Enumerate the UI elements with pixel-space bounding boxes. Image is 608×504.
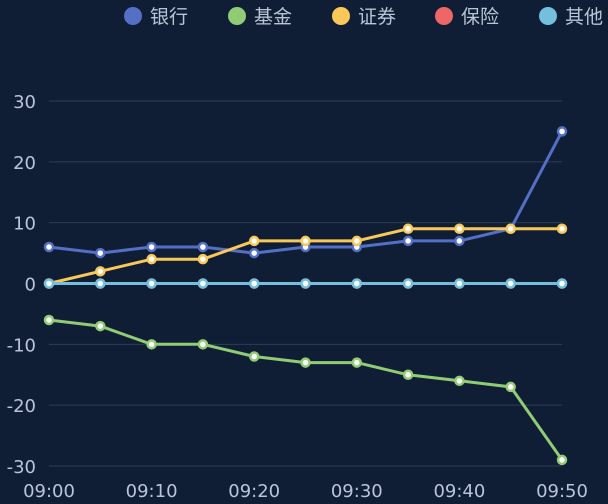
data-point xyxy=(505,278,516,289)
legend-marker-icon xyxy=(435,7,453,25)
y-tick-label: 10 xyxy=(13,214,36,235)
x-tick-label: 09:20 xyxy=(228,481,280,502)
y-tick-label: 0 xyxy=(25,275,36,296)
data-point xyxy=(402,278,414,289)
y-tick-label: -10 xyxy=(7,335,36,356)
legend-item[interactable]: 证券 xyxy=(332,6,396,28)
data-point xyxy=(146,253,157,265)
series-其他 xyxy=(43,278,568,289)
x-tick-label: 09:30 xyxy=(331,481,383,502)
x-tick-label: 09:00 xyxy=(23,481,75,502)
y-tick-label: 20 xyxy=(13,153,36,174)
data-point xyxy=(95,247,106,259)
data-point xyxy=(146,278,157,289)
data-point xyxy=(197,241,209,253)
data-point xyxy=(556,278,568,289)
data-point xyxy=(402,235,414,247)
data-point xyxy=(300,278,311,289)
legend-item[interactable]: 其他 xyxy=(539,6,603,28)
data-point xyxy=(351,278,363,289)
legend-item[interactable]: 保险 xyxy=(435,6,499,28)
y-axis: 30 20 10 0 -10 -20 -30 xyxy=(7,92,36,478)
data-point xyxy=(454,223,465,234)
data-point xyxy=(351,357,363,368)
data-point xyxy=(556,454,568,466)
data-point xyxy=(300,235,311,247)
y-tick-label: 30 xyxy=(13,92,36,113)
data-point xyxy=(197,253,209,265)
data-point xyxy=(95,278,106,289)
series-基金 xyxy=(43,314,568,466)
data-point xyxy=(454,278,465,289)
data-point xyxy=(197,278,209,289)
data-point xyxy=(402,369,414,380)
legend-label: 基金 xyxy=(254,6,292,28)
data-point xyxy=(248,278,260,289)
data-point xyxy=(454,235,465,247)
x-tick-label: 09:40 xyxy=(433,481,485,502)
y-tick-label: -30 xyxy=(7,457,36,478)
legend-marker-icon xyxy=(332,7,350,25)
legend-label: 其他 xyxy=(565,6,603,28)
data-point xyxy=(454,375,465,387)
legend-label: 银行 xyxy=(150,6,188,28)
data-point xyxy=(248,351,260,362)
data-point xyxy=(43,241,55,253)
legend[interactable]: 银行 基金 证券 保险 其他 xyxy=(124,6,603,28)
x-tick-label: 09:50 xyxy=(536,481,588,502)
data-point xyxy=(197,339,209,350)
legend-item[interactable]: 银行 xyxy=(124,6,188,28)
x-axis: 09:00 09:10 09:20 09:30 09:40 09:50 xyxy=(23,481,588,502)
data-point xyxy=(505,381,516,393)
data-point xyxy=(300,357,311,368)
series-证券 xyxy=(43,223,568,289)
data-point xyxy=(43,278,55,289)
data-point xyxy=(505,223,516,234)
data-point xyxy=(43,314,55,326)
legend-marker-icon xyxy=(539,7,557,25)
legend-item[interactable]: 基金 xyxy=(228,6,292,28)
data-point xyxy=(351,235,363,247)
series-group xyxy=(43,126,568,466)
data-point xyxy=(146,339,157,350)
legend-marker-icon xyxy=(228,7,246,25)
data-point xyxy=(402,223,414,234)
legend-marker-icon xyxy=(124,7,142,25)
data-point xyxy=(248,247,260,259)
data-point xyxy=(248,235,260,247)
data-point xyxy=(556,223,568,234)
x-tick-label: 09:10 xyxy=(126,481,178,502)
data-point xyxy=(146,241,157,253)
legend-label: 证券 xyxy=(358,6,396,28)
data-point xyxy=(95,266,106,277)
data-point xyxy=(95,320,106,332)
data-point xyxy=(556,126,568,137)
legend-label: 保险 xyxy=(461,6,499,28)
y-tick-label: -20 xyxy=(7,396,36,417)
